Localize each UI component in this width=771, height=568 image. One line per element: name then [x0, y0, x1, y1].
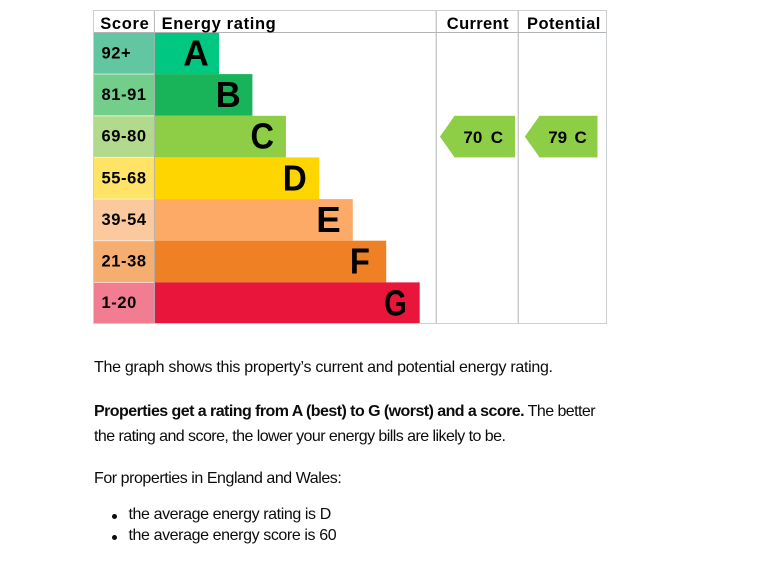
svg-text:F: F: [350, 241, 370, 282]
svg-text:79: 79: [548, 128, 567, 147]
svg-text:92+: 92+: [102, 44, 132, 62]
svg-text:C: C: [491, 128, 503, 147]
svg-text:B: B: [216, 74, 241, 115]
svg-text:D: D: [283, 157, 307, 198]
svg-text:C: C: [251, 116, 275, 157]
svg-text:69-80: 69-80: [102, 128, 147, 146]
svg-text:1-20: 1-20: [102, 294, 137, 312]
svg-text:Score: Score: [100, 15, 149, 33]
svg-text:21-38: 21-38: [102, 253, 147, 271]
svg-text:81-91: 81-91: [102, 86, 147, 104]
svg-text:C: C: [575, 128, 587, 147]
svg-text:E: E: [316, 199, 341, 240]
svg-text:Potential: Potential: [527, 15, 601, 33]
svg-text:Current: Current: [447, 15, 509, 33]
svg-text:55-68: 55-68: [102, 169, 147, 187]
svg-text:39-54: 39-54: [102, 211, 147, 229]
svg-text:Energy rating: Energy rating: [162, 15, 277, 33]
svg-text:A: A: [183, 32, 209, 73]
svg-text:70: 70: [463, 128, 482, 147]
svg-text:G: G: [384, 282, 407, 323]
